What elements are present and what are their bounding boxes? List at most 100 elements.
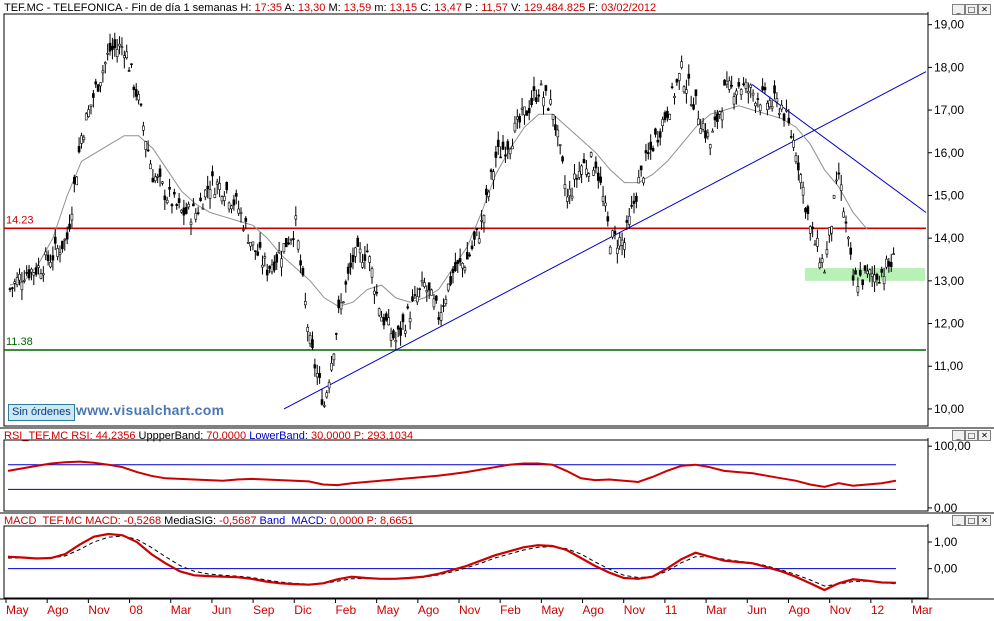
price-body [127,70,131,72]
price-body [625,220,629,223]
price-body [275,254,279,263]
price-body [8,288,12,290]
price-body [308,334,312,345]
price-body [244,217,248,222]
price-body [389,333,393,341]
legend-value: 70,0000 [206,430,247,442]
price-body [153,176,157,181]
price-body [108,42,112,52]
close-button[interactable]: ✕ [978,4,991,15]
y-tick-label: 11,00 [934,359,963,373]
price-body [149,163,152,170]
price-body [280,258,283,268]
price-body [739,89,743,96]
price-body [839,184,843,191]
rsi-header: RSI_TEF.MC RSI: 44,2356 UppperBand: 70,0… [4,430,413,442]
price-body [449,276,452,285]
no-orders-badge[interactable]: Sin órdenes [8,404,75,421]
price-body [870,273,874,277]
price-body [611,230,614,238]
price-body [287,242,290,245]
price-body [744,81,748,89]
price-body [716,113,719,122]
close-button[interactable]: ✕ [978,515,991,526]
price-body [773,85,776,94]
price-body [849,247,853,255]
price-body [204,189,207,198]
legend-key: UppperBand: [135,430,207,442]
price-body [666,110,669,118]
price-body [830,226,833,234]
price-body [704,130,707,139]
price-body [208,189,212,199]
price-body [334,333,338,335]
price-body [568,188,572,197]
x-tick-label: Feb [335,603,356,617]
close-button[interactable]: ✕ [978,430,991,441]
price-body [189,221,193,225]
legend-key: Band_MACD: [256,515,330,527]
price-body [604,202,607,207]
price-body [618,237,622,247]
price-body [75,176,78,186]
price-body [480,219,483,222]
panel-frame [3,13,929,427]
price-body [411,296,414,301]
minimize-button[interactable]: _ [952,515,965,526]
price-body [37,265,40,268]
legend-value: 30,0000 [310,430,351,442]
price-body [258,242,262,248]
macd-signal-line [8,535,897,587]
price-body [44,251,48,256]
x-tick-label: 12 [871,603,885,617]
price-body [539,83,543,86]
price-body [463,267,467,271]
maximize-button[interactable]: □ [965,430,978,441]
price-body [358,248,362,254]
x-tick-label: Dic [294,603,311,617]
price-body [763,87,767,91]
maximize-button[interactable]: □ [965,515,978,526]
header-field-key: F: [585,2,602,14]
price-body [230,205,233,210]
price-body [437,317,441,320]
price-body [775,98,779,103]
price-body [599,176,602,183]
price-body [844,221,848,224]
price-body [556,129,560,138]
header-field-value: 17:35 [254,2,282,14]
price-body [842,211,845,218]
price-body [39,273,43,279]
price-body [892,253,895,255]
price-body [84,113,88,121]
price-body [363,254,367,261]
price-body [663,112,667,120]
price-body [637,177,641,184]
price-body [265,269,269,276]
minimize-button[interactable]: _ [952,430,965,441]
price-body [525,110,529,116]
price-body [284,237,288,248]
price-body [856,286,860,293]
legend-value: 0,0000 [329,515,364,527]
price-body [496,139,500,147]
maximize-button[interactable]: □ [965,4,978,15]
price-body [349,262,352,268]
legend-value: -0,5268 [123,515,162,527]
price-body [18,274,21,281]
price-body [206,185,209,190]
price-body [513,122,517,132]
price-body [689,104,693,106]
price-body [494,151,498,158]
price-body [706,132,710,137]
price-body [554,124,557,131]
y-tick-label: 0,00 [934,562,958,576]
price-body [320,399,324,405]
price-body [639,165,643,171]
price-body [315,373,319,378]
price-body [263,256,267,259]
price-body [299,260,302,266]
price-body [499,156,502,159]
minimize-button[interactable]: _ [952,4,965,15]
